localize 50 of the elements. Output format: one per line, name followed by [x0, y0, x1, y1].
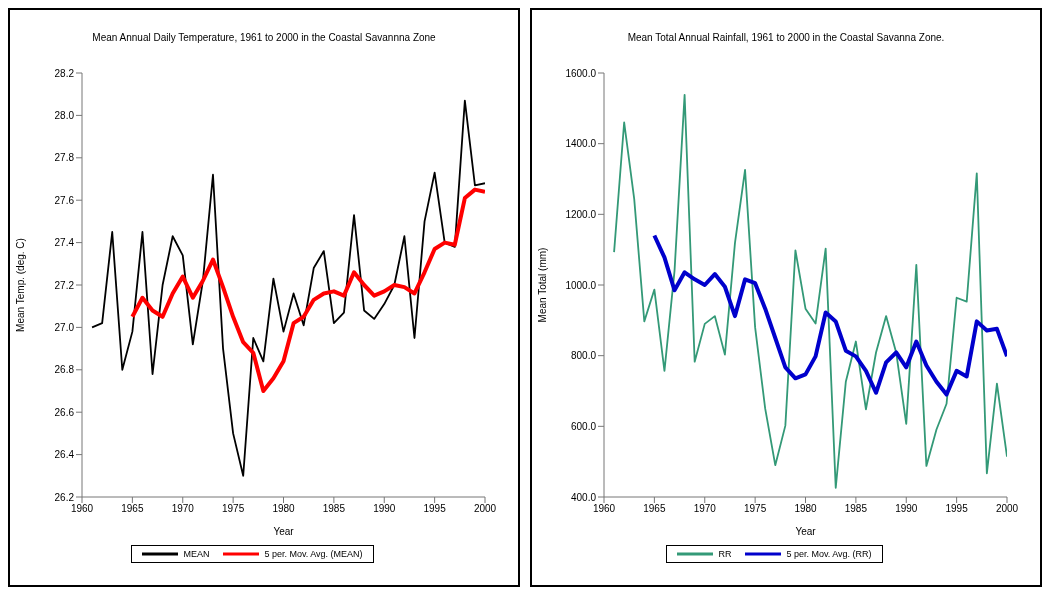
y-tick-label: 26.2: [54, 491, 75, 503]
y-tick-label: 27.4: [54, 237, 75, 249]
legend-label: 5 per. Mov. Avg. (MEAN): [264, 549, 363, 559]
x-tick-label: 1995: [945, 503, 969, 515]
line-series: [652, 233, 1007, 397]
x-tick-label: 1990: [895, 503, 918, 515]
y-tick-label: 1400.0: [565, 138, 597, 150]
y-tick-label: 800.0: [570, 350, 597, 362]
legend-label: RR: [718, 549, 732, 559]
x-tick-label: 1980: [272, 503, 296, 515]
y-axis-title: Mean Temp. (deg. C): [14, 238, 26, 332]
line-series: [91, 99, 485, 477]
x-tick-label: 1990: [373, 503, 396, 515]
x-tick-label: 1960: [592, 503, 616, 515]
x-axis-title: Year: [795, 526, 817, 537]
x-tick-label: 1995: [423, 503, 447, 515]
x-tick-label: 1960: [70, 503, 94, 515]
chart-title: Mean Annual Daily Temperature, 1961 to 2000 in the Coastal Savannna Zone: [91, 32, 437, 43]
y-tick-label: 27.0: [54, 321, 75, 333]
x-tick-label: 1975: [744, 503, 767, 515]
line-series: [613, 94, 1007, 489]
y-tick-label: 28.2: [54, 67, 75, 79]
x-tick-label: 1985: [322, 503, 346, 515]
y-tick-label: 1200.0: [565, 208, 597, 220]
y-tick-label: 27.8: [54, 152, 75, 164]
y-tick-label: 26.6: [54, 406, 75, 418]
x-tick-label: 1980: [794, 503, 818, 515]
x-tick-label: 1970: [693, 503, 717, 515]
y-tick-label: 27.6: [54, 194, 75, 206]
y-tick-label: 1000.0: [565, 279, 597, 291]
y-tick-label: 26.4: [54, 449, 75, 461]
x-tick-label: 1975: [222, 503, 245, 515]
y-tick-label: 28.0: [54, 109, 75, 121]
x-tick-label: 2000: [473, 503, 497, 515]
x-tick-label: 1965: [121, 503, 144, 515]
y-tick-label: 27.2: [54, 279, 75, 291]
y-tick-label: 600.0: [570, 420, 597, 432]
line-series: [130, 187, 485, 393]
x-axis-title: Year: [273, 526, 295, 537]
x-tick-label: 2000: [995, 503, 1019, 515]
x-tick-label: 1985: [844, 503, 868, 515]
legend-label: 5 per. Mov. Avg. (RR): [786, 549, 872, 559]
y-tick-label: 26.8: [54, 364, 75, 376]
legend-label: MEAN: [183, 549, 210, 559]
chart-title: Mean Total Annual Rainfall, 1961 to 2000 in the Coastal Savanna Zone.: [626, 32, 946, 43]
x-tick-label: 1970: [171, 503, 195, 515]
y-tick-label: 1600.0: [565, 67, 597, 79]
x-tick-label: 1965: [643, 503, 666, 515]
y-axis-title: Mean Total (mm): [536, 247, 548, 323]
y-tick-label: 400.0: [570, 491, 597, 503]
